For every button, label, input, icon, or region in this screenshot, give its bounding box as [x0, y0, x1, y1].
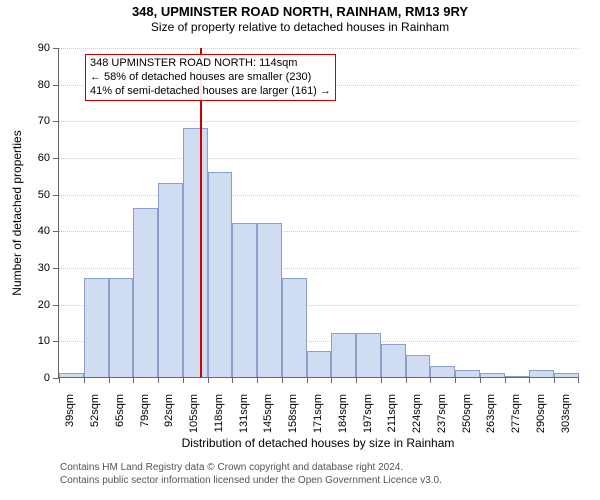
x-tick-label: 39sqm [64, 394, 76, 444]
x-tick [307, 377, 308, 383]
y-tick [53, 48, 59, 49]
histogram-bar [554, 373, 579, 377]
histogram-bar [183, 128, 208, 377]
annotation-box: 348 UPMINSTER ROAD NORTH: 114sqm← 58% of… [85, 54, 336, 101]
x-tick [109, 377, 110, 383]
x-tick-label: 79sqm [139, 394, 151, 444]
y-tick [53, 231, 59, 232]
x-tick [505, 377, 506, 383]
x-tick-label: 52sqm [89, 394, 101, 444]
histogram-bar [331, 333, 356, 377]
y-tick [53, 195, 59, 196]
x-tick-label: 224sqm [411, 394, 423, 444]
histogram-bar [505, 376, 530, 377]
x-tick [84, 377, 85, 383]
grid-line [59, 48, 578, 49]
x-tick [257, 377, 258, 383]
y-tick-label: 50 [30, 189, 50, 201]
x-tick-label: 145sqm [262, 394, 274, 444]
x-tick-label: 197sqm [362, 394, 374, 444]
x-tick-label: 171sqm [312, 394, 324, 444]
histogram-bar [307, 351, 332, 377]
histogram-bar [158, 183, 183, 377]
histogram-bar [208, 172, 233, 377]
x-tick-label: 277sqm [510, 394, 522, 444]
y-tick [53, 341, 59, 342]
x-tick [578, 377, 579, 383]
histogram-bar [282, 278, 307, 377]
annotation-line-1: 348 UPMINSTER ROAD NORTH: 114sqm [90, 57, 331, 71]
x-tick [232, 377, 233, 383]
x-tick-label: 303sqm [560, 394, 572, 444]
x-tick [430, 377, 431, 383]
histogram-bar [109, 278, 134, 377]
y-tick [53, 158, 59, 159]
grid-line [59, 158, 578, 159]
histogram-bar [529, 370, 554, 377]
y-tick-label: 80 [30, 79, 50, 91]
y-tick-label: 10 [30, 335, 50, 347]
y-tick [53, 305, 59, 306]
x-tick [480, 377, 481, 383]
x-tick-label: 250sqm [461, 394, 473, 444]
footer-line-1: Contains HM Land Registry data © Crown c… [60, 462, 590, 475]
grid-line [59, 121, 578, 122]
x-tick [331, 377, 332, 383]
y-tick-label: 40 [30, 225, 50, 237]
x-tick-label: 158sqm [287, 394, 299, 444]
page-subtitle: Size of property relative to detached ho… [0, 20, 600, 35]
histogram-bar [257, 223, 282, 377]
x-tick-label: 105sqm [188, 394, 200, 444]
x-tick-label: 131sqm [238, 394, 250, 444]
x-tick-label: 92sqm [163, 394, 175, 444]
x-tick [381, 377, 382, 383]
x-tick [282, 377, 283, 383]
histogram-bar [356, 333, 381, 377]
attribution-footer: Contains HM Land Registry data © Crown c… [60, 462, 590, 487]
x-tick-label: 211sqm [386, 394, 398, 444]
histogram-bar [133, 208, 158, 377]
histogram-bar [430, 366, 455, 377]
histogram-bar [59, 373, 84, 377]
histogram-bar [455, 370, 480, 377]
annotation-line-2: ← 58% of detached houses are smaller (23… [90, 71, 331, 85]
y-tick [53, 85, 59, 86]
histogram-bar [232, 223, 257, 377]
histogram-bar [381, 344, 406, 377]
y-tick-label: 60 [30, 152, 50, 164]
page-title: 348, UPMINSTER ROAD NORTH, RAINHAM, RM13… [0, 0, 600, 20]
x-tick [158, 377, 159, 383]
histogram-bar [480, 373, 505, 377]
histogram-bar [406, 355, 431, 377]
x-tick [455, 377, 456, 383]
annotation-line-3: 41% of semi-detached houses are larger (… [90, 85, 331, 99]
y-tick [53, 121, 59, 122]
x-tick [59, 377, 60, 383]
x-tick [554, 377, 555, 383]
x-tick [183, 377, 184, 383]
x-tick [406, 377, 407, 383]
histogram-bar [84, 278, 109, 377]
y-tick [53, 268, 59, 269]
y-axis-title: Number of detached properties [10, 113, 24, 313]
x-tick-label: 263sqm [485, 394, 497, 444]
x-tick [529, 377, 530, 383]
y-tick-label: 90 [30, 42, 50, 54]
x-tick-label: 65sqm [114, 394, 126, 444]
footer-line-2: Contains public sector information licen… [60, 475, 590, 488]
x-tick-label: 290sqm [535, 394, 547, 444]
x-tick [208, 377, 209, 383]
y-tick-label: 30 [30, 262, 50, 274]
x-tick [356, 377, 357, 383]
x-tick [133, 377, 134, 383]
y-tick-label: 70 [30, 115, 50, 127]
x-tick-label: 184sqm [337, 394, 349, 444]
y-tick-label: 20 [30, 299, 50, 311]
x-tick-label: 118sqm [213, 394, 225, 444]
x-tick-label: 237sqm [436, 394, 448, 444]
grid-line [59, 195, 578, 196]
histogram-plot: 348 UPMINSTER ROAD NORTH: 114sqm← 58% of… [58, 48, 578, 378]
y-tick-label: 0 [30, 372, 50, 384]
